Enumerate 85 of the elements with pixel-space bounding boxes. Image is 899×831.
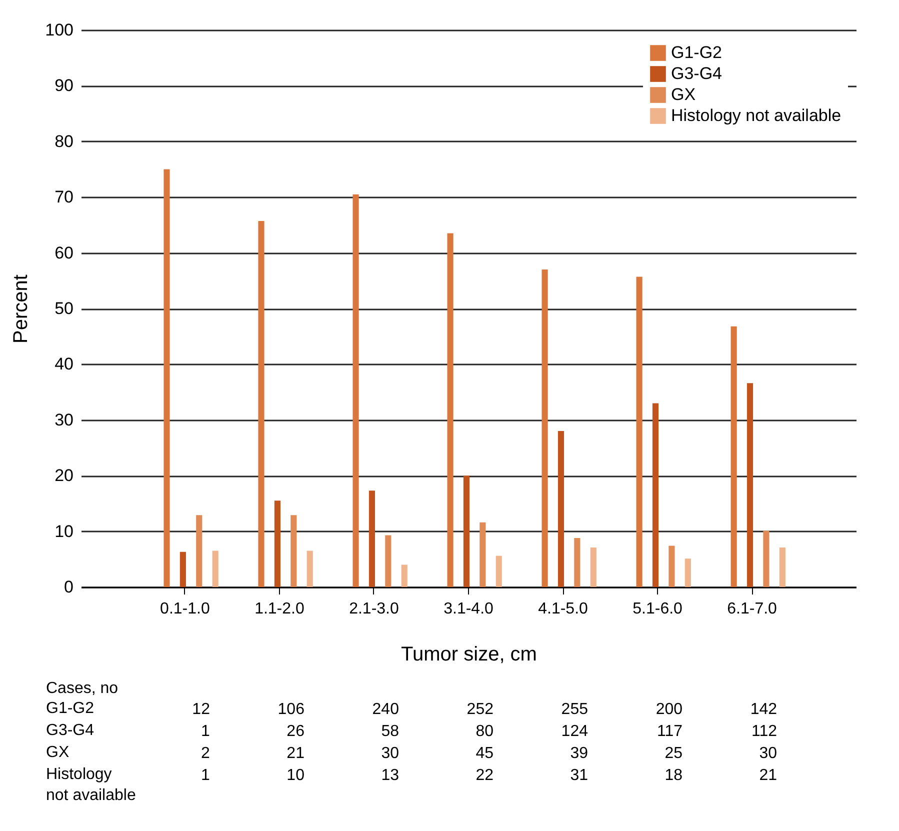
bar xyxy=(258,221,264,587)
text: 26 xyxy=(286,723,305,740)
y-tick-label: 0 xyxy=(64,578,74,596)
text: 39 xyxy=(570,745,588,762)
text: 112 xyxy=(752,723,778,740)
bar xyxy=(496,556,502,587)
text: 30 xyxy=(759,745,778,762)
x-tick-label: 5.1-6.0 xyxy=(632,600,683,618)
text: 21 xyxy=(759,767,778,784)
text: 13 xyxy=(381,767,400,784)
text: 31 xyxy=(570,767,588,784)
bar xyxy=(447,233,454,587)
y-tick-label: 10 xyxy=(54,522,74,541)
bar xyxy=(746,383,754,587)
y-tick-label: 40 xyxy=(54,354,74,374)
bar xyxy=(196,515,202,587)
text: 106 xyxy=(278,701,305,718)
text: G3-G4 xyxy=(46,722,94,739)
x-tick-label: 6.1-7.0 xyxy=(727,600,778,618)
bar xyxy=(212,550,218,587)
bar xyxy=(779,547,786,587)
text: 12 xyxy=(192,701,210,718)
y-tick-label: 20 xyxy=(54,466,74,486)
y-tick-label: 80 xyxy=(54,132,74,151)
x-tick-label: 4.1-5.0 xyxy=(538,600,588,618)
text: 1 xyxy=(201,767,210,784)
y-tick-label: 30 xyxy=(54,410,74,430)
bar xyxy=(368,490,375,587)
y-axis-title: Percent xyxy=(10,274,32,344)
bar xyxy=(180,552,186,587)
legend-label: GX xyxy=(671,85,696,104)
y-tick-label: 70 xyxy=(54,188,74,207)
bar xyxy=(306,550,313,587)
text: 240 xyxy=(372,701,400,718)
x-tick-label: 0.1-1.0 xyxy=(160,600,210,618)
bar xyxy=(558,431,564,587)
bar xyxy=(730,326,737,587)
legend-label: G3-G4 xyxy=(671,64,722,83)
bar xyxy=(352,194,359,587)
text: 80 xyxy=(476,723,494,740)
x-tick-label: 2.1-3.0 xyxy=(349,600,399,618)
text: 1 xyxy=(201,723,210,740)
bar xyxy=(684,558,691,587)
text: Histology not available xyxy=(46,766,136,804)
text: 142 xyxy=(750,701,778,718)
x-tick-label: 1.1-2.0 xyxy=(254,600,304,618)
bar xyxy=(290,515,297,587)
bar xyxy=(636,276,642,587)
bar xyxy=(463,476,470,587)
bar xyxy=(542,270,548,587)
bar xyxy=(574,538,580,587)
text: 21 xyxy=(286,745,305,762)
bar xyxy=(274,500,280,587)
text: Cases, no xyxy=(46,680,118,697)
text: 117 xyxy=(657,723,683,740)
legend-label: G1-G2 xyxy=(671,43,722,62)
text: 2 xyxy=(201,745,210,762)
bar xyxy=(763,530,770,587)
y-tick-label: 60 xyxy=(54,243,74,262)
text: 10 xyxy=(286,767,305,784)
text: GX xyxy=(46,744,70,761)
text: G1-G2 xyxy=(46,700,94,717)
text: 25 xyxy=(664,745,683,762)
y-tick-label: 100 xyxy=(45,20,74,40)
bar xyxy=(590,547,596,587)
text: 30 xyxy=(381,745,400,762)
text: 200 xyxy=(656,701,683,718)
text: 18 xyxy=(664,767,683,784)
bar xyxy=(652,403,659,587)
text: 58 xyxy=(381,723,400,740)
text: 124 xyxy=(561,723,588,740)
x-axis-title: Tumor size, cm xyxy=(401,644,537,666)
text: 22 xyxy=(476,767,494,784)
y-tick-label: 90 xyxy=(54,76,74,96)
legend-label: Histology not available xyxy=(671,106,842,125)
bar xyxy=(401,564,408,587)
text: 45 xyxy=(476,745,494,762)
bar xyxy=(385,535,392,587)
x-tick-label: 3.1-4.0 xyxy=(444,600,494,618)
y-tick-label: 50 xyxy=(54,299,74,318)
bar xyxy=(668,546,675,587)
bar xyxy=(164,169,170,587)
text: 252 xyxy=(466,701,494,718)
bar xyxy=(480,522,486,587)
text: 255 xyxy=(561,701,588,718)
